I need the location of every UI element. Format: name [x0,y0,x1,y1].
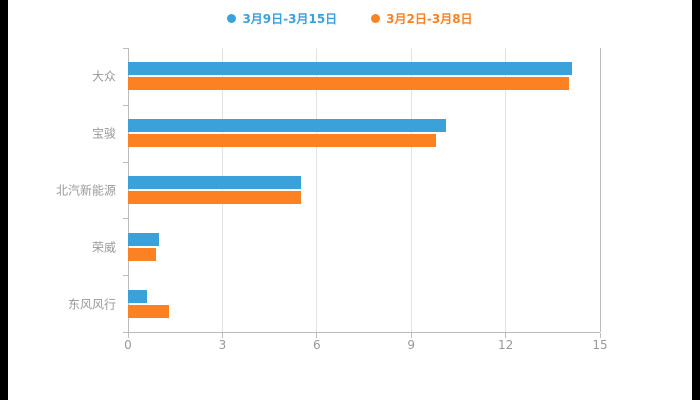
category-label: 北汽新能源 [55,183,116,198]
bar-series1 [128,119,446,133]
x-axis-tickmark [505,333,507,338]
bar-series1 [128,62,572,76]
x-axis-tickmark [221,333,223,338]
x-tick-label: 0 [124,338,132,352]
x-axis-tick-labels: 0 3 6 9 12 15 [124,338,607,354]
bar-series2 [128,247,157,261]
x-tick-label: 9 [407,338,416,352]
y-axis-tickmark [123,48,128,49]
y-axis-tickmark [123,161,128,163]
x-tick-label: 3 [218,338,227,352]
category-label: 大众 [91,69,116,84]
y-axis-tickmark [123,218,128,220]
bar-row [128,289,600,320]
x-axis-line [128,332,600,333]
gridline [127,48,129,332]
bar-series1 [128,232,160,246]
gridline [316,48,318,332]
bar-series2 [128,304,169,318]
bar-series1 [128,289,147,303]
bar-series2 [128,134,437,148]
gridline [599,48,601,332]
left-black-border [0,0,8,400]
gridline [410,48,412,332]
legend-label: 3月2日-3月8日 [386,11,473,26]
chart-legend: 3月9日-3月15日 3月2日-3月8日 [0,8,700,28]
bar-series2 [128,77,569,91]
x-tick-label: 15 [592,338,608,352]
y-axis-tickmark [123,275,128,277]
category-label: 宝骏 [91,126,116,141]
category-label: 荣威 [91,240,116,255]
y-axis-tickmark [123,104,128,106]
bar-row [128,176,600,206]
plot-area [123,48,601,338]
legend-item-series-0[interactable]: 3月9日-3月15日 [227,10,337,27]
category-label: 东风风行 [67,297,116,312]
legend-dot-icon [371,13,381,23]
gridline [221,48,223,332]
legend-dot-icon [227,13,237,23]
legend-item-series-1[interactable]: 3月2日-3月8日 [371,10,473,27]
right-black-border [692,0,700,400]
x-axis-tickmark [316,333,318,338]
x-axis-tickmark [599,333,601,338]
y-axis-category-labels: 大众宝骏北汽新能源荣威东风风行 [0,48,122,332]
x-tick-label: 12 [497,338,514,352]
bar-series1 [128,176,302,189]
bar-row [128,62,600,92]
y-axis-tickmark [123,332,128,333]
bar-row [128,119,600,149]
bar-row [128,232,600,263]
bar-series2 [128,191,302,204]
legend-label: 3月9日-3月15日 [242,11,338,26]
x-axis-tickmark [127,333,129,338]
x-axis-tickmark [410,333,412,338]
x-tick-label: 6 [312,338,321,352]
gridline [505,48,507,332]
